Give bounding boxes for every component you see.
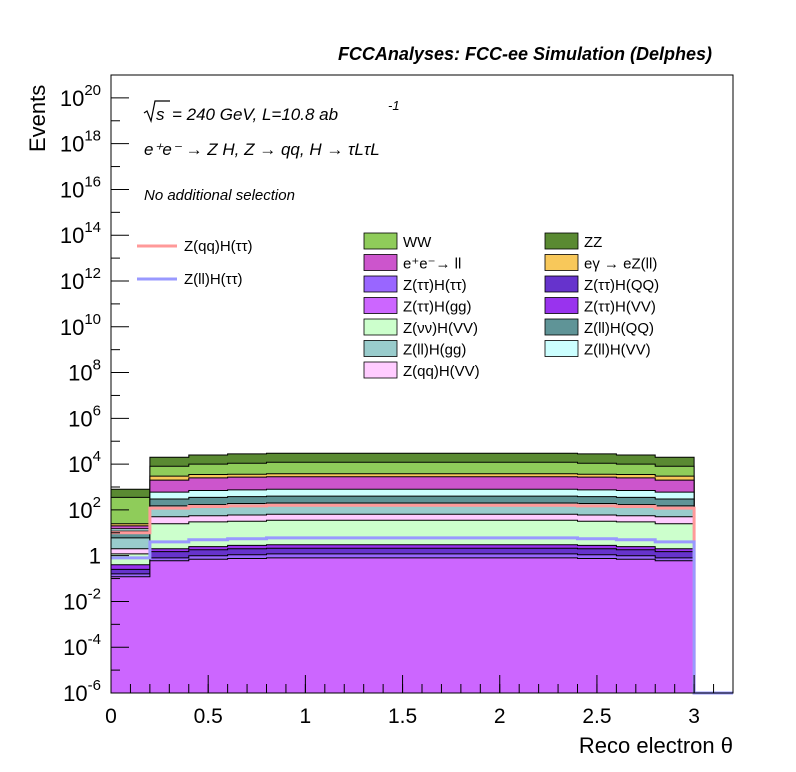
legend-swatch-1 [544,232,579,250]
x-axis: 0 0.5 1 1.5 2 2.5 3 [105,675,734,728]
energy-lumi-exponent: -1 [388,98,400,113]
legend-lines: Z(qq)H(ττ) Z(ll)H(ττ) [137,238,253,288]
legend-label-12: Z(qq)H(VV) [403,363,480,380]
y-tick-label-3: 1 [89,544,101,569]
y-tick-label-11: 1016 [60,173,101,202]
legend-label-2: e⁺e⁻→ ll [403,256,461,273]
y-tick-label-6: 106 [68,402,101,431]
y-tick-label-0: 10-6 [63,677,101,706]
legend-label-3: eγ → eZ(ll) [584,256,657,273]
energy-sqrt-s: s [156,105,165,124]
legend-label-5: Z(ττ)H(QQ) [584,277,659,294]
legend-label-9: Z(ll)H(QQ) [584,320,654,337]
legend-swatch-11 [544,340,579,357]
y-tick-label-2: 10-2 [63,585,101,614]
legend-swatch-12 [363,361,398,379]
legend-swatch-0 [363,232,398,250]
legend-swatch-3 [544,254,579,271]
legend-label-8: Z(νν)H(VV) [403,320,478,337]
sqrt-sign [143,100,170,124]
legend-swatch-9 [544,318,579,336]
selection-annotation: No additional selection [144,187,295,204]
legend-label-0: WW [403,234,432,251]
x-tick-label-3: 1.5 [388,705,417,728]
legend-swatch-8 [363,318,398,336]
legend-label-6: Z(ττ)H(gg) [403,299,472,316]
y-tick-label-1: 10-4 [63,631,101,660]
line-series [111,503,733,695]
y-tick-label-8: 1010 [60,311,101,340]
legend-label-11: Z(ll)H(VV) [584,342,651,359]
x-tick-label-0: 0 [105,705,117,728]
line-series-1 [111,536,733,695]
y-tick-label-13: 1020 [60,82,101,111]
stack-layers [110,452,733,694]
y-axis: 10-6 10-4 10-2 1 102 104 106 108 1010 1012 1014 101… [60,74,129,706]
legend-stack: WW ZZ e⁺e⁻→ ll eγ → eZ(ll) Z(ττ)H(ττ) Z(ττ)H(… [363,232,659,380]
y-axis-label: Events [25,85,50,152]
legend-line-label-0: Z(qq)H(ττ) [184,238,253,255]
legend-line-label-1: Z(ll)H(ττ) [184,271,243,288]
legend-swatch-7 [544,297,579,314]
energy-annotation: s = 240 GeV, L=10.8 ab -1 [143,98,400,124]
energy-lumi: = 240 GeV, L=10.8 ab [172,105,338,124]
chart-title: FCCAnalyses: FCC-ee Simulation (Delphes) [338,44,712,64]
legend-swatch-2 [363,254,398,271]
x-tick-label-6: 3 [688,705,700,728]
legend-label-10: Z(ll)H(gg) [403,342,466,359]
legend-swatch-6 [363,297,398,314]
legend-label-7: Z(ττ)H(VV) [584,299,656,316]
stack-layer-12 [110,557,733,694]
y-tick-label-5: 104 [68,448,101,477]
legend-swatch-4 [363,275,398,293]
x-tick-label-5: 2.5 [582,705,611,728]
legend-swatch-5 [544,275,579,293]
y-tick-label-12: 1018 [60,128,101,157]
legend-swatch-10 [363,340,398,357]
x-tick-label-2: 1 [300,705,312,728]
legend-label-4: Z(ττ)H(ττ) [403,277,467,294]
y-tick-label-4: 102 [68,494,101,523]
x-tick-label-4: 2 [494,705,506,728]
x-tick-label-1: 0.5 [194,705,223,728]
line-series-0 [111,503,733,695]
y-tick-label-10: 1014 [60,219,101,248]
process-annotation: e⁺e⁻ → Z H, Z → qq, H → τLτL [144,140,380,159]
y-tick-label-7: 108 [68,357,101,386]
x-axis-label: Reco electron θ [579,733,733,758]
legend-label-1: ZZ [584,234,602,251]
y-tick-label-9: 1012 [60,265,101,294]
